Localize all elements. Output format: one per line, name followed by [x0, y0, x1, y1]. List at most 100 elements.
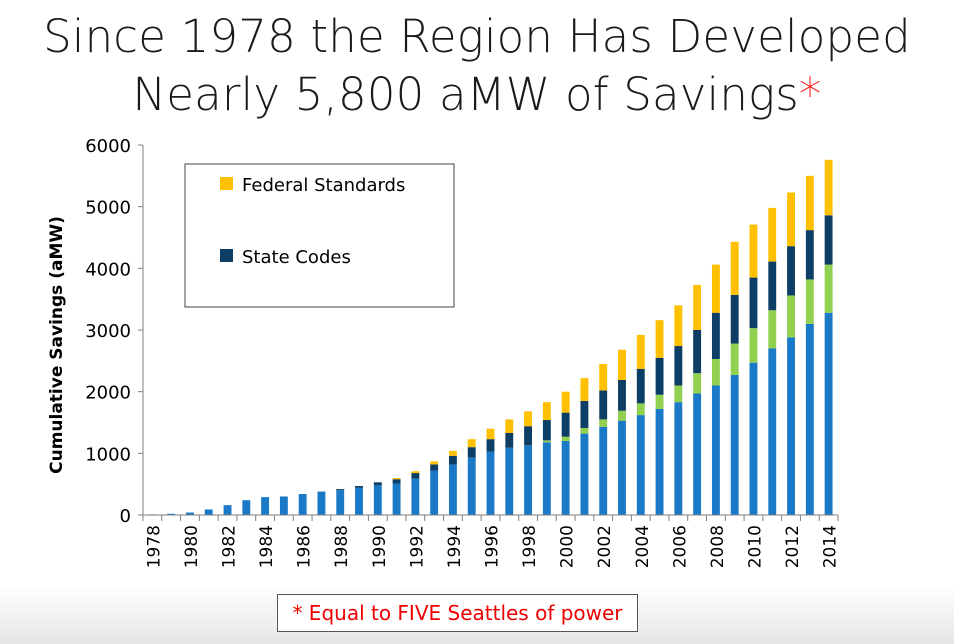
- bar-segment: [599, 363, 608, 391]
- y-tick-label: 4000: [85, 259, 131, 280]
- bar-segment: [392, 479, 401, 484]
- bar-segment: [430, 461, 439, 465]
- bar-segment: [448, 464, 457, 515]
- bar-segment: [467, 457, 476, 515]
- bar-segment: [355, 486, 363, 488]
- y-tick-label: 0: [120, 506, 131, 527]
- bar-segment: [486, 439, 495, 452]
- bar-segment: [580, 378, 589, 401]
- bar-segment: [486, 428, 495, 440]
- bar-segment: [411, 478, 420, 515]
- bar-segment: [749, 328, 758, 363]
- legend: Federal Standards State Codes: [184, 163, 455, 308]
- bar-segment: [561, 441, 570, 515]
- bar-segment: [467, 439, 476, 448]
- bar-segment: [824, 312, 833, 515]
- bar-segment: [430, 464, 439, 471]
- bar-segment: [561, 436, 570, 441]
- bar-segment: [467, 447, 476, 458]
- bar-segment: [768, 310, 777, 349]
- bar-segment: [298, 494, 307, 515]
- bar-segment: [411, 471, 420, 474]
- bar-segment: [787, 246, 795, 296]
- bar-segment: [730, 343, 739, 376]
- bar-segment: [636, 403, 645, 416]
- bar-segment: [674, 402, 683, 515]
- x-tick-label: 2012: [783, 525, 803, 568]
- y-tick-label: 5000: [85, 198, 131, 219]
- bar-segment: [655, 320, 664, 358]
- bar-segment: [599, 426, 608, 515]
- bar-segment: [430, 470, 439, 515]
- x-tick-label: 1990: [370, 525, 390, 568]
- bar-segment: [711, 385, 720, 515]
- bar-segment: [618, 410, 626, 421]
- bar-segment: [261, 497, 270, 515]
- x-tick-label: 2002: [595, 525, 615, 568]
- title-line-2: Nearly 5,800 aMW of Savings*: [0, 66, 954, 124]
- bar-segment: [787, 295, 795, 338]
- x-axis-ticks: 1978 1980 1982 1984 1986 1988 1990 1992 1994 1996…: [142, 515, 841, 568]
- x-tick-label: 2004: [633, 525, 653, 568]
- bar-segment: [655, 408, 664, 515]
- y-axis-ticks: 0 1000 2000 3000 4000 5000 6000: [85, 136, 143, 527]
- x-tick-label: 1980: [182, 525, 202, 568]
- bar-segment: [448, 450, 457, 456]
- bar-segment: [618, 379, 626, 411]
- bar-segment: [392, 478, 401, 480]
- bar-segment: [448, 455, 457, 465]
- bar-segment: [561, 412, 570, 437]
- bar-segment: [711, 358, 720, 386]
- bar-segment: [599, 390, 608, 420]
- bar-segment: [392, 483, 401, 515]
- y-tick-label: 6000: [85, 136, 131, 157]
- bar-segment: [693, 373, 702, 394]
- bar-segment: [768, 348, 777, 515]
- bar-segment: [411, 473, 420, 479]
- bar-segment: [674, 385, 683, 403]
- legend-label: Federal Standards: [242, 175, 405, 196]
- bar-segment: [693, 284, 702, 330]
- bar-segment: [542, 440, 551, 443]
- bar-segment: [636, 415, 645, 515]
- x-tick-label: 1984: [257, 525, 277, 568]
- x-tick-label: 2006: [670, 525, 690, 568]
- legend-label: State Codes: [242, 247, 351, 268]
- bar-segment: [580, 400, 589, 429]
- bar-segment: [279, 496, 288, 515]
- x-tick-label: 2008: [708, 525, 728, 568]
- bar-segment: [711, 312, 720, 359]
- slide-title: Since 1978 the Region Has Developed Near…: [0, 8, 954, 124]
- bar-segment: [505, 447, 514, 515]
- title-line-2-text: Nearly 5,800 aMW of Savings: [132, 68, 799, 121]
- bar-segment: [580, 428, 589, 434]
- bar-segment: [805, 323, 814, 515]
- bar-segment: [711, 264, 720, 313]
- y-tick-label: 2000: [85, 383, 131, 404]
- x-tick-label: 1988: [332, 525, 352, 568]
- bar-segment: [749, 362, 758, 515]
- x-tick-label: 1998: [520, 525, 540, 568]
- bar-segment: [505, 432, 514, 448]
- x-tick-label: 2000: [558, 525, 578, 568]
- bar-segment: [618, 349, 626, 380]
- bar-segment: [749, 277, 758, 329]
- bar-segment: [749, 224, 758, 278]
- footnote-box: * Equal to FIVE Seattles of power: [277, 594, 638, 632]
- bar-segment: [730, 294, 739, 344]
- bar-segment: [542, 420, 551, 441]
- bar-segment: [768, 261, 777, 311]
- bar-segment: [336, 489, 345, 491]
- bar-segment: [373, 485, 382, 515]
- bar-segment: [167, 513, 176, 515]
- bar-segment: [693, 330, 702, 374]
- bar-segment: [580, 433, 589, 515]
- bar-segment: [336, 490, 345, 515]
- bar-segment: [730, 241, 739, 295]
- bar-segment: [805, 175, 814, 231]
- legend-swatch: [220, 177, 233, 190]
- bar-segment: [542, 442, 551, 515]
- bar-segment: [317, 491, 326, 515]
- bar-segment: [204, 509, 213, 515]
